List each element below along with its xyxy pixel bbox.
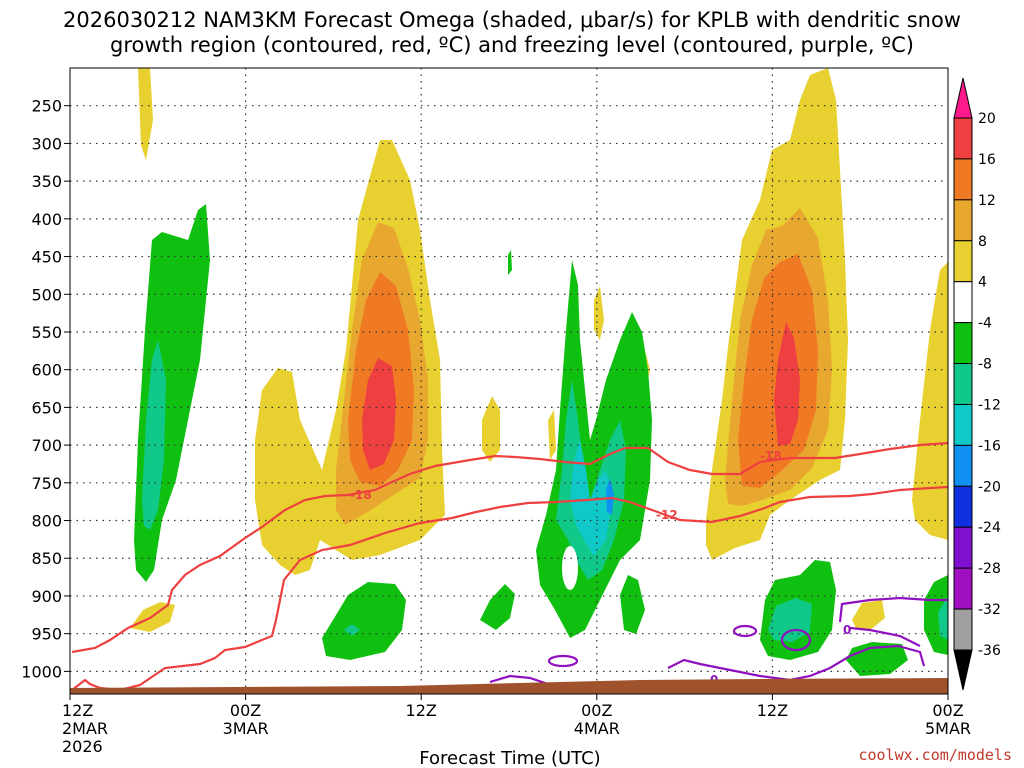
plot-border (69, 67, 949, 695)
omega-region-yellow-small-a (594, 286, 604, 340)
colorbar-label-4: 4 (978, 275, 987, 291)
freezing-contour-line-1 (489, 674, 549, 686)
dgz-lower-label: -12 (656, 508, 678, 522)
colorbar-swatch-5 (953, 322, 973, 365)
omega-region-teal-right-edge (938, 596, 948, 640)
colorbar-label-12: -32 (978, 602, 1001, 618)
omega-region-yellow-right-edge (912, 262, 948, 540)
omega-region-red-1 (362, 358, 396, 470)
freezing-contour-line-2 (667, 644, 926, 682)
colorbar-label-8: -16 (978, 438, 1001, 454)
colorbar-swatch-2 (953, 199, 973, 242)
omega-region-yellow-right-low (852, 600, 885, 630)
x-tick-label-0-2: 2MAR (62, 719, 108, 738)
y-tick-label-300: 300 (31, 134, 62, 153)
omega-region-teal-low (344, 624, 360, 636)
y-tick-label-700: 700 (31, 436, 62, 455)
freezing-contour-line-4 (849, 626, 921, 647)
y-tick-label-500: 500 (31, 285, 62, 304)
omega-region-red-2 (774, 322, 800, 446)
freezing-contour-loop-3 (780, 628, 812, 652)
y-tick-label-1000: 1000 (21, 662, 62, 681)
x-tick-label-0-1: 12Z (62, 701, 93, 720)
x-tick-label-2-1: 12Z (406, 701, 437, 720)
dgz-upper-label-left: -18 (350, 488, 372, 502)
omega-region-green-04mar-low (620, 575, 645, 634)
y-tick-label-350: 350 (31, 172, 62, 191)
omega-region-green-small (508, 250, 512, 275)
colorbar-swatch-8 (953, 444, 973, 487)
freezing-contour-loop-2 (732, 624, 758, 638)
freezing-contour-line-3 (838, 596, 948, 623)
y-tick-label-950: 950 (31, 625, 62, 644)
y-tick-label-400: 400 (31, 210, 62, 229)
freezing-contour-loop-1 (547, 654, 579, 668)
x-tick-label-3-1: 00Z (581, 701, 612, 720)
omega-region-yellow-small-b (548, 410, 556, 460)
colorbar-label-0: 20 (978, 111, 996, 127)
colorbar-label-13: -36 (978, 643, 1001, 659)
dotted-grid (70, 68, 948, 694)
colorbar-label-6: -8 (978, 357, 992, 373)
colorbar: 20 16 12 8 4 -4 -8 -12 -16 -20 -24 -28 -32 -36 (953, 77, 1001, 691)
terrain-surface (70, 678, 948, 694)
dgz-contours: -18 -18 -12 (71, 441, 949, 692)
colorbar-swatch-4 (953, 281, 973, 324)
y-tick-label-800: 800 (31, 512, 62, 531)
omega-region-teal-04mar (556, 380, 626, 580)
colorbar-label-2: 12 (978, 193, 996, 209)
dgz-upper-contour-line (71, 485, 949, 692)
colorbar-swatch-7 (953, 403, 973, 446)
colorbar-swatch-3 (953, 240, 973, 283)
x-tick-label-4-1: 12Z (757, 701, 788, 720)
omega-region-green-04mar (536, 260, 652, 638)
y-tick-label-250: 250 (31, 97, 62, 116)
colorbar-swatch-9 (953, 485, 973, 528)
colorbar-label-11: -28 (978, 561, 1001, 577)
y-tick-label-900: 900 (31, 587, 62, 606)
x-tick-label-0-3: 2026 (62, 737, 103, 756)
colorbar-swatch-10 (953, 526, 973, 569)
dgz-lower-contour-line (71, 441, 949, 654)
colorbar-swatch-6 (953, 363, 973, 405)
omega-region-yellow-top-left (138, 68, 153, 160)
x-tick-label-1-1: 00Z (230, 701, 261, 720)
x-axis-label: Forecast Time (UTC) (419, 748, 600, 768)
omega-region-blue-04mar (606, 478, 614, 515)
y-axis: 250 300 350 400 450 500 550 600 650 700 750 800 850 9… (21, 97, 70, 681)
colorbar-swatch-12 (953, 608, 973, 651)
colorbar-label-10: -24 (978, 520, 1001, 536)
credit-text: coolwx.com/models (858, 746, 1012, 764)
chart-title-line-1: 2026030212 NAM3KM Forecast Omega (shaded… (63, 8, 961, 32)
colorbar-label-5: -4 (978, 316, 992, 332)
colorbar-label-3: 8 (978, 234, 987, 250)
omega-region-white-hole (562, 546, 578, 590)
y-tick-label-600: 600 (31, 361, 62, 380)
dgz-upper-label-right: -18 (760, 449, 782, 463)
colorbar-bottom-arrow (953, 649, 973, 691)
colorbar-label-7: -12 (978, 397, 1001, 413)
omega-shading (130, 68, 948, 676)
x-tick-label-5-1: 00Z (932, 701, 963, 720)
y-tick-label-550: 550 (31, 323, 62, 342)
y-tick-label-750: 750 (31, 474, 62, 493)
colorbar-swatch-1 (953, 158, 973, 201)
y-tick-label-850: 850 (31, 549, 62, 568)
y-tick-label-650: 650 (31, 398, 62, 417)
freezing-label-1: 0 (843, 623, 851, 637)
x-tick-label-5-2: 5MAR (925, 719, 971, 738)
omega-region-green-low-1 (322, 582, 406, 660)
colorbar-top-arrow (953, 77, 973, 119)
colorbar-label-1: 16 (978, 152, 996, 168)
x-tick-label-3-2: 4MAR (574, 719, 620, 738)
x-tick-label-1-2: 3MAR (223, 719, 269, 738)
colorbar-swatch-0 (953, 117, 973, 160)
y-tick-label-450: 450 (31, 248, 62, 267)
omega-region-cyan-04mar (570, 440, 612, 556)
colorbar-label-9: -20 (978, 479, 1001, 495)
colorbar-swatch-11 (953, 567, 973, 610)
chart-title-line-2: growth region (contoured, red, ºC) and f… (110, 33, 914, 57)
